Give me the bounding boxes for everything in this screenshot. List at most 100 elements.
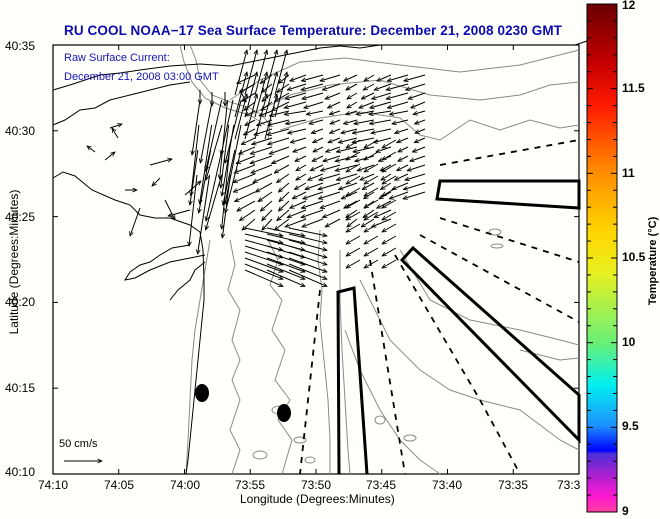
current-vector <box>278 182 290 192</box>
current-vector <box>234 164 256 173</box>
current-vector <box>245 110 256 117</box>
y-tick: 40:30 <box>5 124 36 138</box>
current-vector <box>274 218 290 230</box>
current-vector <box>222 149 231 229</box>
current-vector <box>377 74 392 81</box>
current-vector <box>347 92 358 99</box>
current-vector <box>371 128 392 133</box>
current-vector <box>320 164 341 171</box>
y-tick: 40:20 <box>5 295 36 309</box>
current-vector <box>374 83 392 90</box>
current-vector <box>237 200 256 211</box>
current-vector <box>361 218 375 227</box>
current-vector <box>405 173 426 180</box>
x-tick: 73:40 <box>431 478 463 492</box>
current-vector <box>302 218 324 227</box>
current-vector <box>362 182 375 189</box>
current-vector <box>346 223 361 232</box>
current-vector <box>266 227 305 236</box>
current-vector <box>303 191 324 199</box>
current-vector <box>346 247 361 256</box>
current-vector <box>415 119 426 124</box>
legend-line-1: Raw Surface Current: <box>64 52 170 64</box>
current-vector <box>395 128 409 133</box>
current-vector <box>262 218 273 230</box>
current-vector <box>274 50 287 96</box>
current-vector <box>221 124 230 188</box>
current-vector <box>244 72 257 118</box>
current-vector <box>290 200 307 209</box>
x-tick: 74:00 <box>169 478 201 492</box>
current-vector <box>372 92 392 99</box>
current-vector <box>364 187 379 196</box>
colorbar-tick: 12 <box>622 0 636 12</box>
current-vector <box>382 163 397 172</box>
scale-label: 50 cm/s <box>59 438 98 450</box>
current-vector <box>347 218 358 227</box>
current-vector <box>397 137 409 143</box>
y-tick: 40:15 <box>5 381 36 395</box>
current-vector <box>408 92 426 99</box>
coastline <box>52 39 591 475</box>
current-vector <box>382 151 397 160</box>
current-vector <box>313 146 324 153</box>
current-vector <box>364 211 379 220</box>
current-vector <box>288 239 327 250</box>
current-vector <box>382 211 397 220</box>
current-vector <box>254 94 267 140</box>
current-vector <box>382 139 397 148</box>
current-vector <box>346 259 361 268</box>
current-vector <box>415 128 426 133</box>
current-vector <box>285 92 307 99</box>
current-vector <box>343 119 358 124</box>
current-vector <box>250 155 273 163</box>
current-vector <box>288 245 327 258</box>
x-tick: 73:3 <box>557 478 581 492</box>
current-vector <box>387 101 409 108</box>
current-vector <box>244 269 283 287</box>
radar-site <box>277 404 291 422</box>
current-vector <box>353 146 375 152</box>
traffic-separation-zones <box>336 179 581 475</box>
current-vector <box>244 101 256 110</box>
current-vector <box>364 259 379 268</box>
current-vector <box>398 155 409 161</box>
current-vector <box>292 191 307 200</box>
chart-title: RU COOL NOAA−17 Sea Surface Temperature:… <box>64 23 563 38</box>
current-vector <box>237 74 256 84</box>
current-vector <box>287 209 307 218</box>
current-vector <box>104 152 115 161</box>
current-vector <box>239 89 247 102</box>
current-vector <box>252 137 273 144</box>
current-vectors <box>87 50 426 287</box>
current-vector <box>330 128 341 133</box>
current-vector <box>311 128 324 133</box>
current-vector <box>346 163 361 172</box>
current-vector <box>322 83 341 90</box>
current-vector <box>403 191 426 199</box>
current-vector <box>346 235 361 244</box>
current-vector <box>192 99 201 155</box>
current-vector <box>293 146 307 152</box>
colorbar-tick: 11 <box>622 166 635 180</box>
current-vector <box>266 269 305 287</box>
legend-line-2: December 21, 2008 03:00 GMT <box>64 71 219 83</box>
current-vector <box>250 146 273 154</box>
current-vector <box>346 175 361 184</box>
y-tick: 40:35 <box>5 39 36 53</box>
current-vector <box>329 110 341 114</box>
current-vector <box>222 174 231 238</box>
current-vector <box>164 199 176 220</box>
current-vector <box>266 257 305 272</box>
current-vector <box>359 101 375 108</box>
current-vector <box>338 137 358 143</box>
current-vector <box>279 191 290 202</box>
current-vector <box>313 137 324 144</box>
current-vector <box>352 137 375 143</box>
current-vector <box>304 101 324 108</box>
current-vector <box>389 191 409 199</box>
current-vector <box>369 110 392 114</box>
current-vector <box>323 155 341 161</box>
current-vector <box>312 155 324 162</box>
current-vector <box>189 174 198 246</box>
